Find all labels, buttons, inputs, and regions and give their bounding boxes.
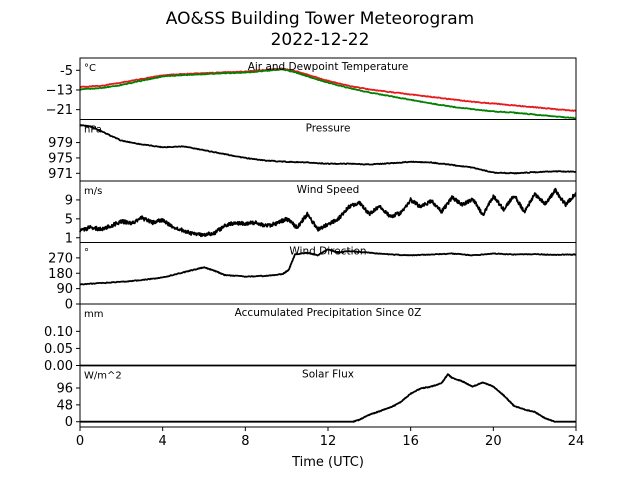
series-line-6-1 [80, 373, 576, 423]
y-tick-label: 0.10 [44, 325, 73, 340]
x-tick-label: 16 [402, 434, 419, 449]
panel-title: Wind Speed [297, 184, 360, 196]
y-tick-label: 971 [48, 167, 73, 182]
y-tick-label: 0 [65, 415, 73, 430]
panel-title: Solar Flux [302, 369, 354, 381]
y-tick-label: -5 [60, 64, 73, 79]
panel-unit-label: hPa [84, 125, 102, 136]
series-line-1-2 [79, 68, 577, 120]
y-tick-label: 1 [65, 231, 73, 246]
panel-title: Wind Direction [289, 246, 366, 258]
y-tick-label: 48 [56, 398, 73, 413]
panel-unit-label: mm [84, 309, 103, 320]
series-line-4-1 [79, 248, 577, 286]
panel-unit-label: ° [84, 248, 89, 259]
x-tick-label: 4 [159, 434, 167, 449]
y-tick-label: −13 [46, 83, 73, 98]
panel-3: 9 5 1 m/s Wind Speed [65, 180, 577, 246]
y-tick-label: 96 [56, 381, 73, 396]
y-tick-label: −21 [46, 103, 73, 118]
figure-title-line2: 2022-12-22 [271, 30, 370, 50]
x-tick-label: 24 [568, 434, 585, 449]
x-tick-label: 8 [241, 434, 249, 449]
y-tick-label: 0.00 [44, 359, 73, 374]
series-line-2-1 [79, 124, 577, 175]
y-tick-label: 0.05 [44, 342, 73, 357]
y-tick-label: 9 [65, 193, 73, 208]
y-tick-label: 180 [48, 267, 73, 282]
y-tick-label: 270 [48, 251, 73, 266]
x-tick-label: 0 [76, 434, 84, 449]
y-tick-label: 5 [65, 212, 73, 227]
series-line-1-1 [79, 67, 577, 112]
y-tick-label: 0 [65, 298, 73, 313]
panel-unit-label: °C [84, 63, 96, 74]
panel-title: Accumulated Precipitation Since 0Z [235, 307, 422, 319]
x-axis-label: Time (UTC) [291, 455, 364, 470]
panel-title: Air and Dewpoint Temperature [248, 61, 409, 73]
panel-unit-label: m/s [84, 186, 102, 197]
y-tick-label: 979 [48, 136, 73, 151]
x-axis: 0 4 8 12 16 20 24 [76, 427, 584, 449]
series-line-3-1 [79, 187, 577, 238]
y-tick-label: 975 [48, 151, 73, 166]
x-tick-label: 20 [485, 434, 502, 449]
panel-6: 96 48 0 W/m^2 Solar Flux [56, 365, 577, 430]
panel-unit-label: W/m^2 [84, 371, 122, 382]
chart-panels: -5 −13 −21 °C Air and Dewpoint Temperature 97… [44, 57, 577, 430]
figure-title-line1: AO&SS Building Tower Meteorogram [166, 9, 474, 29]
y-tick-label: 90 [56, 282, 73, 297]
panel-title: Pressure [306, 123, 351, 135]
x-tick-label: 12 [320, 434, 337, 449]
panel-1: -5 −13 −21 °C Air and Dewpoint Temperature [46, 57, 577, 120]
panel-5: 0.10 0.05 0.00 mm Accumulated Precipitation … [44, 303, 577, 374]
